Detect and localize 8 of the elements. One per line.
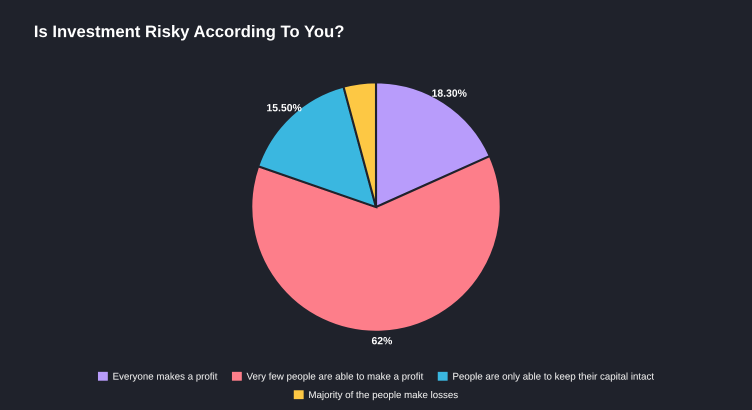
legend-label: Majority of the people make losses <box>309 391 458 400</box>
data-label: 15.50% <box>267 104 302 112</box>
data-label: 18.30% <box>432 89 467 97</box>
legend-label: Everyone makes a profit <box>113 372 218 382</box>
chart-title: Is Investment Risky According To You? <box>34 24 344 41</box>
legend-label: Very few people are able to make a profit <box>246 372 424 382</box>
data-label: 62% <box>372 337 392 344</box>
legend-label: People are only able to keep their capital intact <box>453 372 654 382</box>
